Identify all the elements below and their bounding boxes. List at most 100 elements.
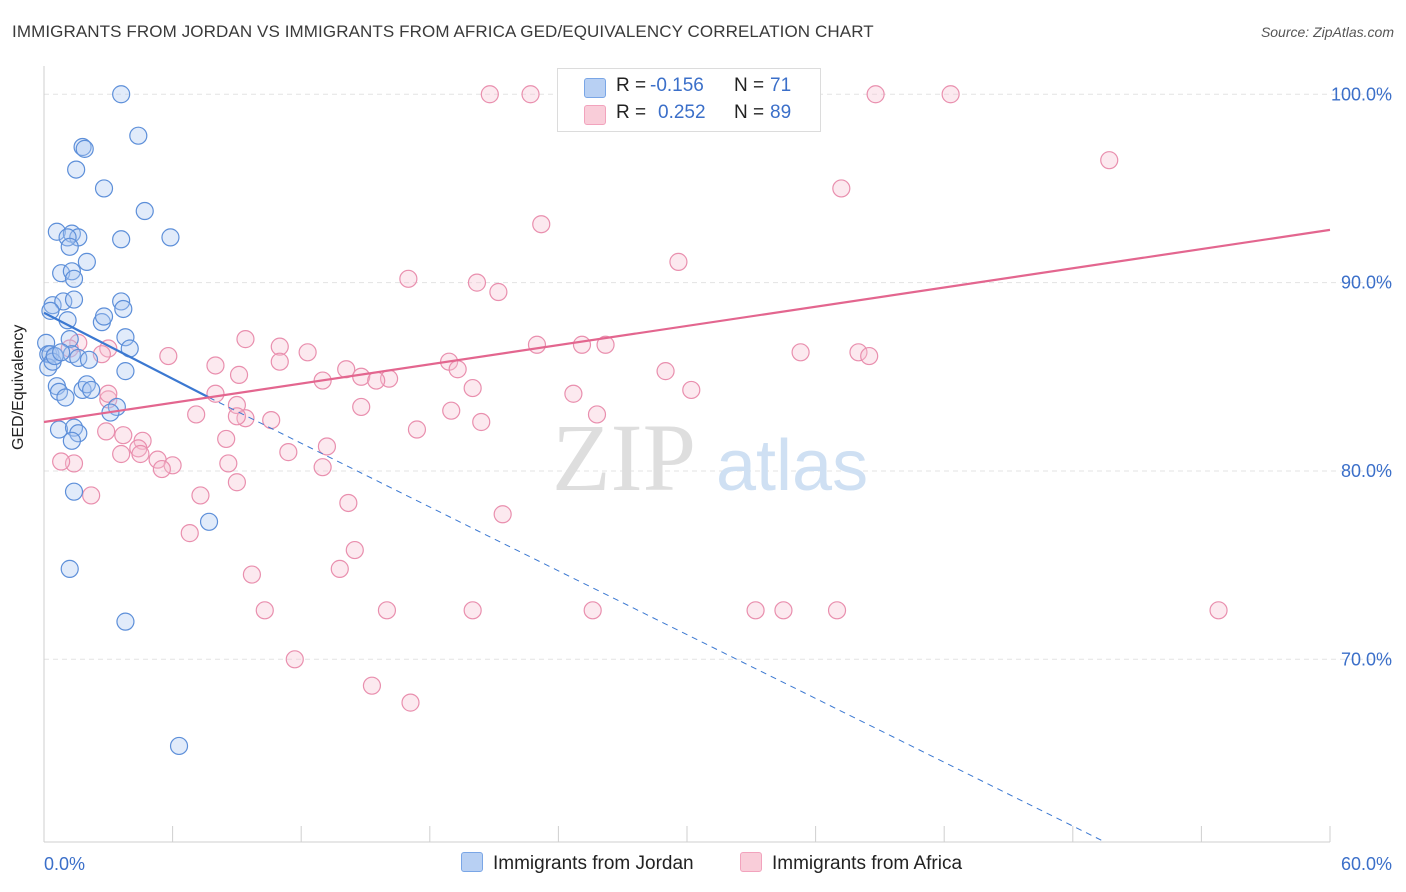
jordan-point	[112, 230, 131, 249]
jordan-trend-line	[43, 311, 210, 399]
africa-point	[114, 426, 133, 445]
jordan-point	[79, 350, 99, 369]
africa-point	[399, 269, 418, 288]
jordan-legend-label: Immigrants from Jordan	[493, 853, 694, 874]
africa-trend-line	[43, 228, 1331, 424]
y-tick-label: 80.0%	[1341, 461, 1392, 481]
jordan-point	[114, 299, 133, 319]
y-tick-label: 90.0%	[1341, 273, 1392, 293]
y-tick-label: 70.0%	[1341, 649, 1392, 669]
jordan-point	[129, 126, 148, 145]
jordan-point	[56, 388, 75, 407]
africa-point	[572, 335, 592, 354]
africa-point	[463, 378, 482, 398]
africa-point	[860, 346, 879, 366]
africa-point	[463, 601, 482, 620]
tick-labels: 70.0% 80.0% 90.0% 100.0% 0.0% 60.0%	[44, 84, 1392, 874]
africa-point	[352, 367, 371, 386]
jordan-point	[94, 307, 114, 326]
africa-point	[669, 252, 688, 271]
trend-lines	[43, 228, 1331, 843]
africa-point	[827, 601, 847, 620]
africa-point	[377, 601, 397, 620]
jordan-point	[64, 290, 84, 309]
africa-point	[206, 356, 225, 375]
legend: R = -0.156 N = 71 R = 0.252 N = 89	[557, 68, 821, 132]
africa-legend-swatch	[740, 852, 762, 872]
bottom-legend-africa: Immigrants from Africa	[740, 852, 962, 875]
jordan-point	[67, 160, 86, 179]
africa-point	[367, 371, 386, 390]
jordan-point	[112, 292, 131, 311]
watermark: ZIP atlas	[552, 404, 868, 511]
legend-r-value-africa: 0.252	[658, 102, 706, 123]
jordan-point	[199, 512, 219, 531]
africa-point	[82, 486, 101, 505]
watermark-atlas: atlas	[716, 426, 868, 506]
jordan-point	[64, 482, 84, 501]
africa-point	[112, 444, 131, 464]
africa-point	[866, 85, 885, 104]
africa-point	[746, 601, 765, 620]
jordan-point	[62, 431, 81, 450]
africa-point	[191, 486, 210, 505]
africa-point	[99, 384, 118, 403]
jordan-point	[41, 301, 60, 320]
legend-r-value-jordan: -0.156	[650, 75, 704, 96]
africa-point	[180, 524, 199, 543]
africa-point	[285, 650, 304, 669]
jordan-point	[116, 362, 135, 381]
africa-point	[774, 601, 793, 620]
africa-point	[352, 397, 371, 417]
jordan-point	[37, 333, 56, 352]
jordan-point	[77, 252, 96, 271]
y-tick-label: 100.0%	[1331, 84, 1392, 104]
africa-points	[52, 85, 1228, 712]
jordan-trend-extension	[208, 397, 1106, 843]
africa-point	[219, 454, 238, 473]
africa-point	[97, 422, 116, 441]
africa-point	[1209, 601, 1228, 620]
africa-point	[448, 360, 467, 379]
jordan-point	[112, 85, 131, 104]
jordan-point	[69, 424, 88, 443]
africa-point	[564, 384, 583, 403]
legend-row-africa: R = 0.252 N = 89	[558, 102, 820, 128]
watermark-zip: ZIP	[552, 404, 696, 511]
africa-point	[163, 456, 182, 475]
source-label: Source: ZipAtlas.com	[1260, 24, 1394, 40]
africa-point	[532, 215, 551, 234]
africa-point	[313, 458, 332, 477]
africa-point	[255, 601, 274, 620]
africa-point	[587, 405, 607, 424]
jordan-swatch	[584, 78, 606, 98]
africa-point	[52, 452, 71, 471]
africa-legend-label: Immigrants from Africa	[772, 853, 963, 874]
africa-point	[791, 343, 810, 362]
africa-point	[131, 444, 150, 464]
jordan-point	[60, 559, 79, 578]
africa-point	[849, 343, 868, 362]
bottom-legend-jordan: Immigrants from Jordan	[461, 852, 694, 875]
jordan-point	[75, 139, 94, 158]
jordan-points	[37, 85, 219, 756]
africa-point	[467, 273, 487, 292]
africa-point	[493, 505, 512, 524]
jordan-point	[52, 343, 71, 362]
jordan-point	[116, 612, 135, 631]
jordan-point	[60, 237, 79, 256]
africa-point	[596, 335, 615, 354]
jordan-point	[116, 328, 135, 347]
africa-point	[480, 85, 499, 104]
africa-point	[941, 85, 960, 104]
africa-point	[345, 540, 364, 560]
x-tick-label-left: 0.0%	[44, 854, 85, 874]
africa-point	[236, 330, 255, 349]
legend-n-value-jordan: 71	[770, 75, 792, 96]
jordan-point	[62, 262, 81, 281]
jordan-point	[47, 222, 66, 241]
africa-point	[583, 601, 602, 620]
jordan-point	[161, 228, 180, 247]
africa-point	[159, 346, 178, 366]
africa-point	[317, 437, 337, 456]
